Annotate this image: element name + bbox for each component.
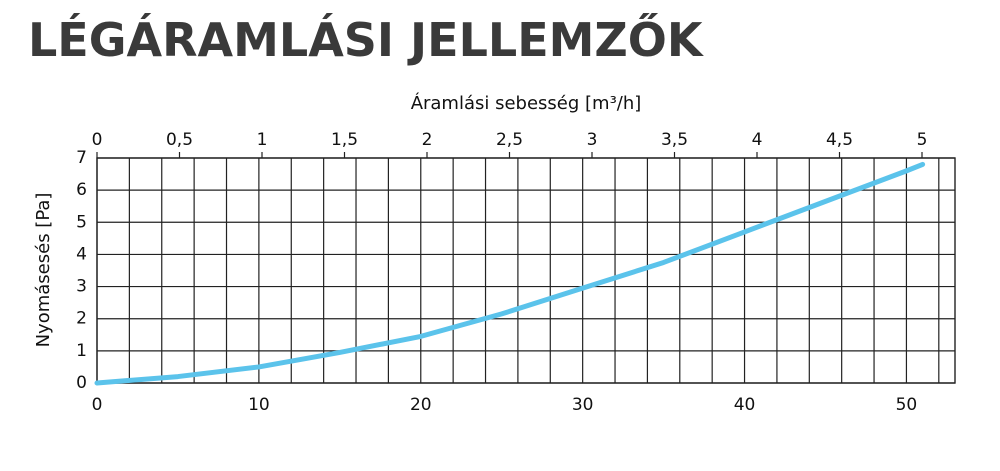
x2-tick-label: 4,5 bbox=[826, 130, 853, 150]
x2-tick-label: 5 bbox=[917, 130, 928, 150]
plot-frame bbox=[96, 157, 956, 384]
x2-tick-label: 1,5 bbox=[331, 130, 358, 150]
y-tick-label: 3 bbox=[76, 277, 87, 297]
x2-tick-label: 2 bbox=[422, 130, 433, 150]
top-axis-label: Áramlási sebesség [m³/h] bbox=[411, 92, 642, 114]
x-tick-label: 50 bbox=[896, 395, 918, 415]
x2-tick-label: 3,5 bbox=[661, 130, 688, 150]
x2-tick-label: 0 bbox=[92, 130, 103, 150]
y-tick-label: 6 bbox=[76, 180, 87, 200]
x2-tick-label: 3 bbox=[587, 130, 598, 150]
x2-tick-label: 1 bbox=[257, 130, 268, 150]
x-tick-label: 10 bbox=[248, 395, 270, 415]
y-tick-label: 0 bbox=[76, 373, 87, 393]
y-tick-label: 1 bbox=[76, 341, 87, 361]
x2-tick-label: 0,5 bbox=[166, 130, 193, 150]
x-tick-label: 30 bbox=[572, 395, 594, 415]
x-tick-label: 20 bbox=[410, 395, 432, 415]
y-tick-label: 2 bbox=[76, 309, 87, 329]
x2-tick-label: 2,5 bbox=[496, 130, 523, 150]
y-tick-label: 7 bbox=[76, 148, 87, 168]
x-tick-label: 0 bbox=[92, 395, 103, 415]
y-tick-label: 5 bbox=[76, 212, 87, 232]
y-tick-label: 4 bbox=[76, 244, 87, 264]
x2-tick-label: 4 bbox=[752, 130, 763, 150]
data-line bbox=[94, 161, 926, 386]
y-axis-label: Nyomásesés [Pa] bbox=[33, 193, 54, 348]
chart-title: LÉGÁRAMLÁSI JELLEMZŐK bbox=[28, 13, 705, 67]
x-tick-label: 40 bbox=[734, 395, 756, 415]
